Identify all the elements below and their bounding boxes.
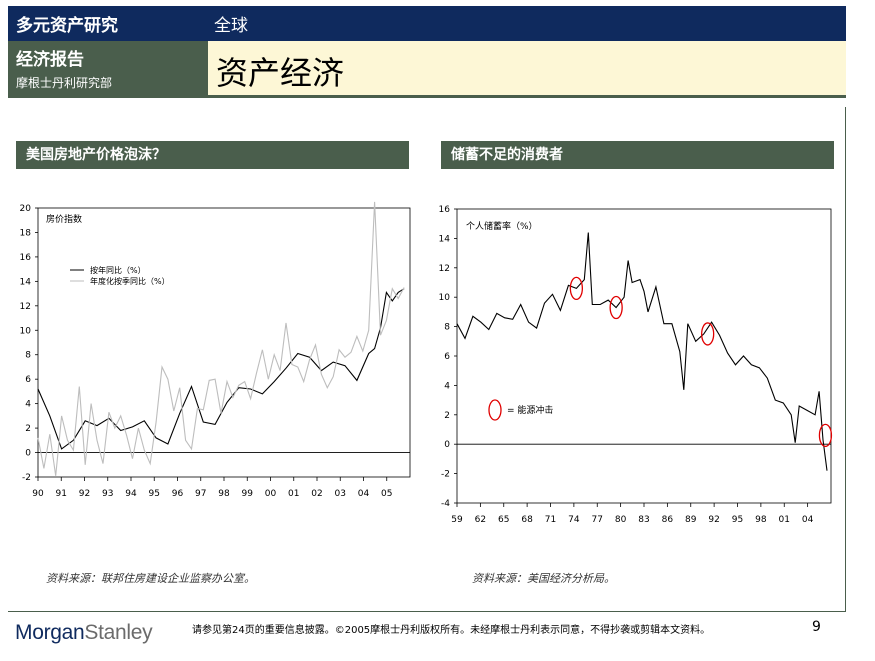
- x-tick-label: 80: [615, 515, 627, 525]
- dept-title: 多元资产研究: [16, 16, 118, 36]
- x-tick-label: 01: [288, 489, 299, 499]
- page-number: 9: [812, 619, 821, 635]
- right-x-ticks: 59 62 65 68 71 74 77 80 83 86 89 92 95 98 01 04: [451, 503, 814, 525]
- energy-shock-circle: [569, 276, 584, 301]
- y-tick-label: 0: [25, 449, 31, 459]
- right-y-ticks: -4 -2 0 2 4 6 8 10 12 14 16: [439, 205, 457, 509]
- y-tick-label: -4: [441, 499, 450, 509]
- department-name: 摩根士丹利研究部: [16, 76, 113, 90]
- right-chart-frame: [456, 208, 832, 504]
- y-tick-label: 16: [20, 253, 32, 263]
- y-tick-label: 10: [20, 326, 32, 336]
- x-tick-label: 04: [802, 515, 814, 525]
- y-tick-label: 14: [439, 234, 451, 244]
- x-tick-label: 92: [79, 489, 90, 499]
- y-tick-label: 20: [20, 204, 32, 214]
- left-series: [37, 201, 405, 476]
- left-y-ticks: -2 0 2 4 6 8 10 12 14 16 18 20: [20, 204, 38, 483]
- x-tick-label: 96: [172, 489, 184, 499]
- series-line-1: [37, 201, 405, 476]
- legend-yoy: 按年同比（%）: [90, 265, 146, 275]
- x-tick-label: 97: [195, 489, 206, 499]
- y-tick-label: 6: [25, 375, 31, 385]
- x-tick-label: 01: [779, 515, 790, 525]
- series-line-0: [37, 288, 405, 450]
- y-tick-label: 6: [444, 352, 450, 362]
- x-tick-label: 71: [545, 515, 556, 525]
- x-tick-label: 02: [311, 489, 322, 499]
- left-y-label: 房价指数: [46, 213, 82, 225]
- y-tick-label: 12: [20, 302, 31, 312]
- x-tick-label: 89: [685, 515, 697, 525]
- x-tick-label: 77: [592, 515, 603, 525]
- y-tick-label: 2: [25, 424, 31, 434]
- right-chart-title: 储蓄不足的消费者: [441, 141, 834, 169]
- y-tick-label: 14: [20, 277, 32, 287]
- legend-qoq: 年度化按季同比（%）: [90, 276, 170, 286]
- x-tick-label: 83: [638, 515, 649, 525]
- x-tick-label: 65: [498, 515, 509, 525]
- x-tick-label: 93: [102, 489, 113, 499]
- energy-shock-circle: [818, 423, 833, 448]
- x-tick-label: 62: [475, 515, 486, 525]
- x-tick-label: 95: [149, 489, 160, 499]
- y-tick-label: 0: [444, 440, 450, 450]
- y-tick-label: 2: [444, 411, 450, 421]
- y-tick-label: 8: [444, 323, 450, 333]
- x-tick-label: 90: [32, 489, 44, 499]
- x-tick-label: 98: [218, 489, 230, 499]
- x-tick-label: 68: [521, 515, 533, 525]
- report-info-box: [8, 41, 208, 95]
- title-box: [208, 41, 846, 95]
- shock-legend-label: = 能源冲击: [507, 404, 553, 416]
- y-tick-label: 16: [439, 205, 451, 215]
- x-tick-label: 98: [755, 515, 767, 525]
- energy-shock-circle: [701, 322, 715, 346]
- shock-legend-marker: [488, 399, 502, 421]
- right-series: [456, 232, 828, 471]
- region-label: 全球: [214, 16, 248, 36]
- right-y-label: 个人储蓄率（%）: [466, 220, 538, 232]
- y-tick-label: 18: [20, 228, 32, 238]
- right-chart-source: 资料来源：美国经济分析局。: [472, 572, 615, 585]
- y-tick-label: 4: [25, 400, 31, 410]
- disclosure-note: 请参见第24页的重要信息披露。©2005摩根士丹利版权所有。未经摩根士丹利表示同…: [192, 625, 711, 636]
- report-type: 经济报告: [16, 50, 84, 70]
- left-chart-title: 美国房地产价格泡沫？: [16, 141, 409, 169]
- y-tick-label: 8: [25, 351, 31, 361]
- x-tick-label: 03: [335, 489, 346, 499]
- y-tick-label: -2: [441, 470, 450, 480]
- morgan-stanley-logo: MorganStanley: [15, 621, 153, 645]
- energy-shock-circle: [609, 295, 623, 320]
- x-tick-label: 94: [125, 489, 137, 499]
- x-tick-label: 59: [451, 515, 463, 525]
- left-chart-source: 资料来源：联邦住房建设企业监察办公室。: [46, 572, 255, 585]
- header-divider: [8, 95, 846, 98]
- y-tick-label: 10: [439, 293, 451, 303]
- y-tick-label: 4: [444, 381, 450, 391]
- x-tick-label: 95: [732, 515, 743, 525]
- content-frame: [8, 107, 846, 612]
- y-tick-label: 12: [439, 264, 450, 274]
- x-tick-label: 00: [265, 489, 277, 499]
- x-tick-label: 74: [568, 515, 580, 525]
- logo-stanley: Stanley: [84, 621, 153, 644]
- x-tick-label: 04: [358, 489, 370, 499]
- logo-morgan: Morgan: [15, 621, 85, 644]
- energy-shock-markers: [569, 276, 833, 448]
- series-line-0: [456, 232, 828, 471]
- x-tick-label: 99: [242, 489, 254, 499]
- x-tick-label: 92: [708, 515, 719, 525]
- header-bar: [8, 6, 846, 41]
- left-x-ticks: 90 91 92 93 94 95 96 97 98 99 00 01 02 03 04 05: [32, 477, 392, 499]
- page-title: 资产经济: [216, 54, 345, 92]
- x-tick-label: 91: [56, 489, 67, 499]
- x-tick-label: 86: [662, 515, 674, 525]
- y-tick-label: -2: [22, 473, 31, 483]
- plot-border: [456, 208, 832, 504]
- x-tick-label: 05: [381, 489, 392, 499]
